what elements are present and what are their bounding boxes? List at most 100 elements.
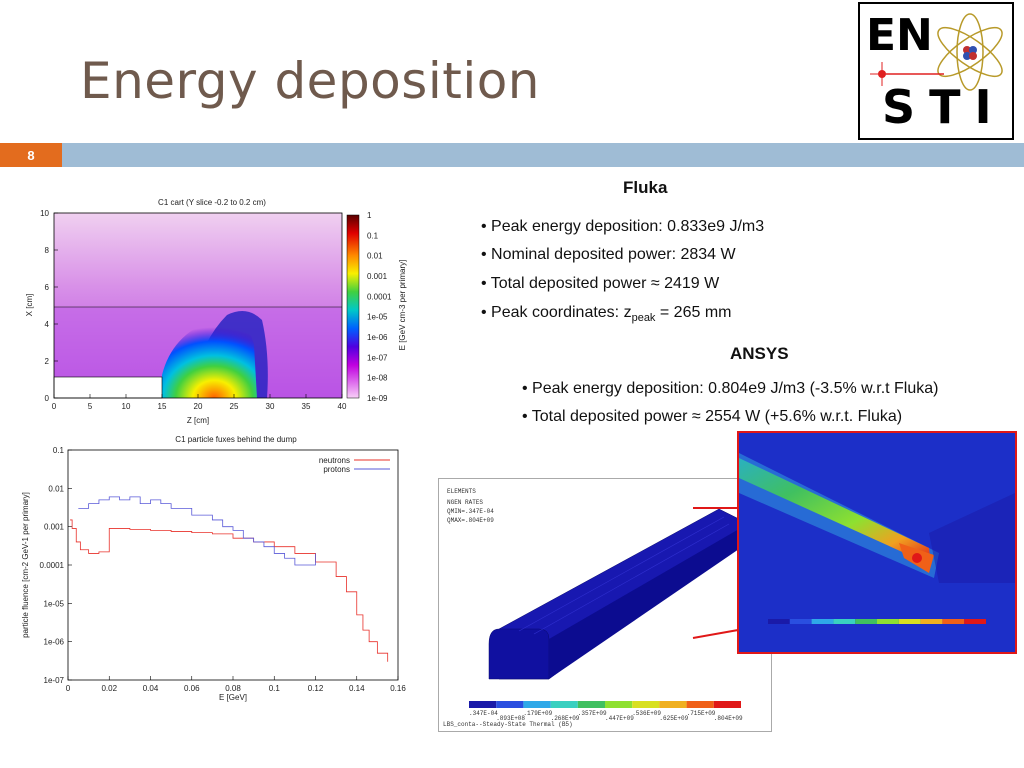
inset-legend-swatch bbox=[920, 619, 943, 624]
chart-xtick-label: 0.12 bbox=[308, 684, 324, 693]
ansys-legend-top-label: .715E+09 bbox=[687, 710, 716, 717]
chart-title: C1 particle fuxes behind the dump bbox=[175, 435, 297, 444]
ansys-legend-top-label: .347E-04 bbox=[469, 710, 498, 717]
heatmap-xtick-label: 15 bbox=[158, 402, 167, 411]
heatmap-xtick-label: 5 bbox=[88, 402, 93, 411]
colorbar-tick-label: 0.0001 bbox=[367, 292, 392, 301]
ansys-bullet-1-text: Peak energy deposition: 0.804e9 J/m3 (-3… bbox=[532, 380, 939, 397]
inset-legend-swatch bbox=[942, 619, 965, 624]
heatmap-xtick-label: 30 bbox=[266, 402, 275, 411]
heatmap-ytick-label: 2 bbox=[45, 357, 50, 366]
fluka-bullet-2: • Nominal deposited power: 2834 W bbox=[481, 246, 736, 263]
colorbar-tick-label: 1e-07 bbox=[367, 353, 388, 362]
fluka-bullet-3: • Total deposited power ≈ 2419 W bbox=[481, 275, 720, 292]
inset-legend-swatch bbox=[833, 619, 856, 624]
chart-xtick-label: 0.14 bbox=[349, 684, 365, 693]
neutrons-legend-label: neutrons bbox=[319, 456, 350, 465]
ansys-header-3: QMIN=.347E-04 bbox=[447, 508, 494, 515]
ansys-legend-bottom-label: .804E+09 bbox=[714, 715, 743, 722]
peak-coord-prefix: Peak coordinates: z bbox=[491, 304, 632, 321]
ansys-footer: LBS_conta--Steady-State Thermal (B5) bbox=[443, 721, 573, 728]
fluka-bullet-1: • Peak energy deposition: 0.833e9 J/m3 bbox=[481, 218, 765, 235]
particle-flux-chart: C1 particle fuxes behind the dump 0 0.02 0… bbox=[18, 432, 418, 712]
chart-ytick-label: 0.1 bbox=[53, 446, 65, 455]
inset-legend-swatch bbox=[855, 619, 877, 624]
ansys-header-1: ELEMENTS bbox=[447, 488, 476, 495]
ansys-legend-swatch bbox=[523, 701, 551, 708]
inset-legend-swatch bbox=[768, 619, 790, 624]
ansys-legend-swatch bbox=[577, 701, 605, 708]
inset-legend-swatch bbox=[789, 619, 812, 624]
heatmap-ylabel: X [cm] bbox=[25, 294, 34, 317]
ansys-legend-bottom-label: .268E+09 bbox=[551, 715, 580, 722]
heatmap-xtick-label: 40 bbox=[338, 402, 347, 411]
chart-ylabel: particle fluence [cm-2 GeV-1 per primary… bbox=[21, 492, 30, 638]
colorbar-tick-label: 0.1 bbox=[367, 231, 379, 240]
protons-series-line bbox=[78, 496, 316, 566]
peak-coord-sub: peak bbox=[631, 312, 656, 325]
chart-xtick-label: 0.08 bbox=[225, 684, 241, 693]
logo-line1: EN bbox=[866, 10, 933, 61]
heatmap-xtick-label: 20 bbox=[194, 402, 203, 411]
heatmap-ytick-label: 6 bbox=[45, 283, 50, 292]
ansys-legend-swatch bbox=[659, 701, 687, 708]
fluka-heatmap: C1 cart (Y slice -0.2 to 0.2 cm) 0 5 10 15 2… bbox=[22, 195, 422, 435]
colorbar-tick-label: 1e-09 bbox=[367, 394, 388, 403]
ansys-bullet-1: • Peak energy deposition: 0.804e9 J/m3 (… bbox=[522, 380, 939, 397]
chart-xtick-label: 0.04 bbox=[143, 684, 159, 693]
fluka-bullet-4: • Peak coordinates: zpeak = 265 mm bbox=[481, 304, 732, 325]
ansys-legend-bottom-label: .447E+09 bbox=[605, 715, 634, 722]
ansys-zoom-inset bbox=[737, 431, 1017, 654]
colorbar-tick-label: 0.001 bbox=[367, 272, 388, 281]
ansys-legend-swatch bbox=[496, 701, 524, 708]
peak-coord-suffix: = 265 mm bbox=[655, 304, 732, 321]
ansys-header-2: NGEN RATES bbox=[447, 499, 483, 506]
chart-ytick-label: 0.001 bbox=[44, 523, 65, 532]
fluka-heading: Fluka bbox=[623, 178, 668, 197]
ansys-heading: ANSYS bbox=[730, 344, 789, 363]
ansys-bullet-2: • Total deposited power ≈ 2554 W (+5.6% … bbox=[522, 408, 903, 425]
ansys-legend-swatch bbox=[605, 701, 633, 708]
heatmap-xlabel: Z [cm] bbox=[187, 416, 209, 425]
ansys-model-view: ELEMENTS NGEN RATES QMIN=.347E-04 QMAX=.… bbox=[438, 478, 772, 732]
slide-header-bar bbox=[0, 143, 1024, 167]
ansys-legend-top-label: .357E+09 bbox=[578, 710, 607, 717]
heatmap-ytick-label: 0 bbox=[45, 394, 50, 403]
ansys-legend-swatch bbox=[686, 701, 714, 708]
heatmap-xtick-label: 25 bbox=[230, 402, 239, 411]
heatmap-ytick-label: 10 bbox=[40, 209, 49, 218]
inset-legend-swatch bbox=[898, 619, 921, 624]
ansys-legend-top-label: .536E+09 bbox=[632, 710, 661, 717]
fluka-bullet-2-text: Nominal deposited power: 2834 W bbox=[491, 246, 736, 263]
ansys-header-4: QMAX=.804E+09 bbox=[447, 517, 494, 524]
heatmap-ytick-label: 8 bbox=[45, 246, 50, 255]
heatmap-ytick-label: 4 bbox=[45, 320, 50, 329]
chart-xtick-label: 0.06 bbox=[184, 684, 200, 693]
chart-ytick-label: 0.0001 bbox=[40, 561, 65, 570]
ansys-legend-bottom-label: .625E+09 bbox=[659, 715, 688, 722]
neutrons-series-line bbox=[70, 519, 389, 662]
colorbar-tick-label: 1 bbox=[367, 211, 372, 220]
colorbar-tick-label: 1e-06 bbox=[367, 333, 388, 342]
colorbar-tick-label: 0.01 bbox=[367, 252, 383, 261]
colorbar-label: E [GeV cm-3 per primary] bbox=[398, 260, 407, 351]
chart-ytick-label: 1e-07 bbox=[44, 676, 65, 685]
ansys-legend-top-label: .179E+09 bbox=[523, 710, 552, 717]
ansys-legend-swatch bbox=[713, 701, 741, 708]
chart-xtick-label: 0.1 bbox=[269, 684, 281, 693]
chart-xtick-label: 0.02 bbox=[101, 684, 117, 693]
fluka-bullet-3-text: Total deposited power ≈ 2419 W bbox=[490, 275, 720, 292]
page-title: Energy deposition bbox=[80, 52, 540, 110]
chart-ytick-label: 1e-06 bbox=[44, 638, 65, 647]
atom-icon bbox=[870, 13, 1003, 91]
colorbar-tick-label: 1e-08 bbox=[367, 374, 388, 383]
inset-legend-swatch bbox=[811, 619, 834, 624]
heatmap-xtick-label: 10 bbox=[122, 402, 131, 411]
heatmap-xtick-label: 35 bbox=[302, 402, 311, 411]
ansys-legend-bottom-label: .893E+08 bbox=[496, 715, 525, 722]
protons-legend-label: protons bbox=[323, 465, 350, 474]
zoom-connector bbox=[692, 507, 739, 639]
slide-number: 8 bbox=[0, 143, 62, 167]
colorbar-tick-label: 1e-05 bbox=[367, 313, 388, 322]
heatmap-title: C1 cart (Y slice -0.2 to 0.2 cm) bbox=[158, 198, 266, 207]
